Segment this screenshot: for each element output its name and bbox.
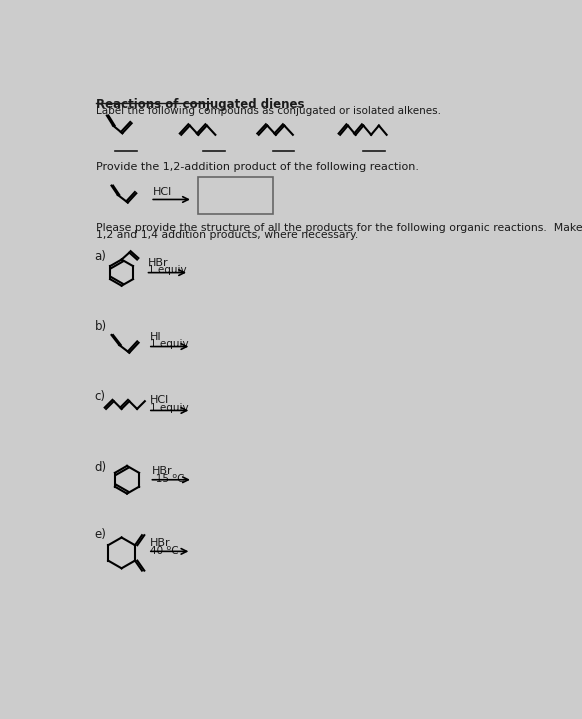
- Text: a): a): [94, 249, 107, 262]
- Text: c): c): [94, 390, 105, 403]
- Text: 1 equiv: 1 equiv: [148, 265, 187, 275]
- Bar: [197, 177, 274, 214]
- Text: HBr: HBr: [148, 257, 169, 267]
- Text: HCl: HCl: [152, 187, 172, 197]
- Text: d): d): [94, 462, 107, 475]
- Text: Label the following compounds as conjugated or isolated alkenes.: Label the following compounds as conjuga…: [96, 106, 441, 116]
- Text: 1 equiv: 1 equiv: [150, 339, 189, 349]
- Text: HI: HI: [150, 331, 162, 342]
- Text: HCl: HCl: [150, 395, 169, 406]
- Text: Reactions of conjugated dienes: Reactions of conjugated dienes: [96, 98, 304, 111]
- Text: -15 ºC: -15 ºC: [152, 474, 184, 484]
- Text: HBr: HBr: [152, 467, 172, 476]
- Text: Provide the 1,2-addition product of the following reaction.: Provide the 1,2-addition product of the …: [96, 162, 419, 172]
- Text: 1 equiv: 1 equiv: [150, 403, 189, 413]
- Text: 1,2 and 1,4 addition products, where necessary.: 1,2 and 1,4 addition products, where nec…: [96, 230, 359, 240]
- Text: Please provide the structure of all the products for the following organic react: Please provide the structure of all the …: [96, 223, 582, 232]
- Text: e): e): [94, 528, 107, 541]
- Text: b): b): [94, 321, 107, 334]
- Text: HBr: HBr: [150, 538, 171, 548]
- Text: 40 ºC: 40 ºC: [150, 546, 179, 556]
